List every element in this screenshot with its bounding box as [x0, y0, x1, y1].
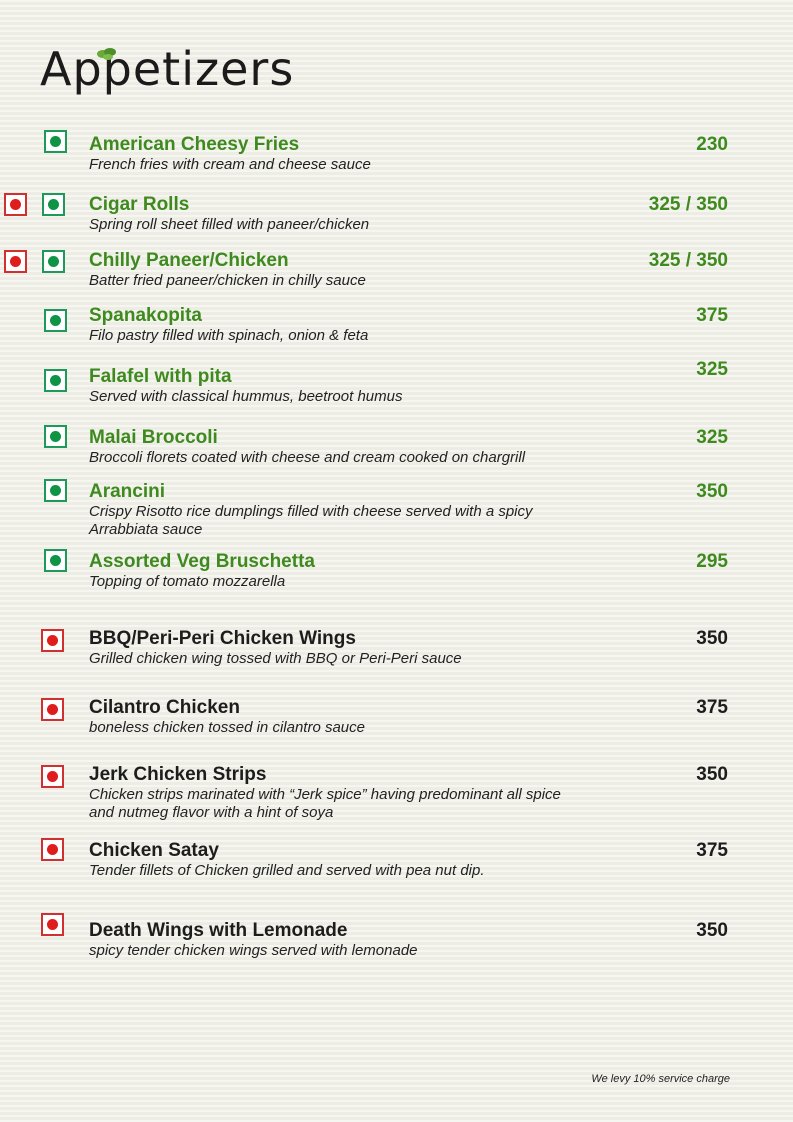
item-price: 230 [696, 134, 728, 155]
item-price: 325 / 350 [648, 250, 728, 271]
nonveg-symbol-icon [41, 629, 64, 652]
nonveg-symbol-icon [4, 250, 27, 273]
item-description: Topping of tomato mozzarella [89, 573, 286, 590]
item-price: 350 [696, 628, 728, 649]
item-description: Filo pastry filled with spinach, onion &… [89, 327, 369, 344]
veg-symbol-icon [44, 425, 67, 448]
veg-symbol-icon [44, 309, 67, 332]
item-description: Spring roll sheet filled with paneer/chi… [89, 216, 370, 233]
item-price: 350 [696, 481, 728, 502]
nonveg-symbol-icon [41, 765, 64, 788]
item-description: Tender fillets of Chicken grilled and se… [89, 862, 485, 879]
item-description: Served with classical hummus, beetroot h… [89, 388, 403, 405]
item-name: Assorted Veg Bruschetta [89, 551, 315, 572]
item-name: Chicken Satay [89, 840, 219, 861]
item-name: Cilantro Chicken [89, 697, 240, 718]
item-price: 350 [696, 764, 728, 785]
item-description: Batter fried paneer/chicken in chilly sa… [89, 272, 366, 289]
nonveg-symbol-icon [41, 838, 64, 861]
item-name: Death Wings with Lemonade [89, 920, 348, 941]
item-description: spicy tender chicken wings served with l… [89, 942, 418, 959]
veg-symbol-icon [42, 250, 65, 273]
veg-symbol-icon [44, 369, 67, 392]
item-price: 325 [696, 427, 728, 448]
item-description: Crispy Risotto rice dumplings filled wit… [89, 503, 533, 538]
item-name: American Cheesy Fries [89, 134, 300, 155]
item-name: Falafel with pita [89, 366, 232, 387]
item-description: Chicken strips marinated with “Jerk spic… [89, 786, 561, 821]
nonveg-symbol-icon [41, 698, 64, 721]
page-title: Appetizers [40, 42, 295, 96]
item-price: 375 [696, 840, 728, 861]
item-name: Jerk Chicken Strips [89, 764, 267, 785]
item-description: Grilled chicken wing tossed with BBQ or … [89, 650, 462, 667]
item-name: Cigar Rolls [89, 194, 190, 215]
item-description: boneless chicken tossed in cilantro sauc… [89, 719, 365, 736]
item-price: 375 [696, 305, 728, 326]
veg-symbol-icon [44, 479, 67, 502]
item-name: BBQ/Peri-Peri Chicken Wings [89, 628, 356, 649]
item-price: 350 [696, 920, 728, 941]
nonveg-symbol-icon [41, 913, 64, 936]
item-name: Malai Broccoli [89, 427, 218, 448]
veg-symbol-icon [44, 130, 67, 153]
item-name: Arancini [89, 481, 166, 502]
item-price: 295 [696, 551, 728, 572]
veg-symbol-icon [42, 193, 65, 216]
veg-symbol-icon [44, 549, 67, 572]
nonveg-symbol-icon [4, 193, 27, 216]
item-price: 325 / 350 [648, 194, 728, 215]
item-price: 325 [696, 359, 728, 380]
item-name: Chilly Paneer/Chicken [89, 250, 289, 271]
item-description: French fries with cream and cheese sauce [89, 156, 371, 173]
item-name: Spanakopita [89, 305, 202, 326]
item-price: 375 [696, 697, 728, 718]
basil-leaf-icon [97, 48, 116, 60]
item-description: Broccoli florets coated with cheese and … [89, 449, 526, 466]
service-charge-note: We levy 10% service charge [591, 1073, 730, 1085]
